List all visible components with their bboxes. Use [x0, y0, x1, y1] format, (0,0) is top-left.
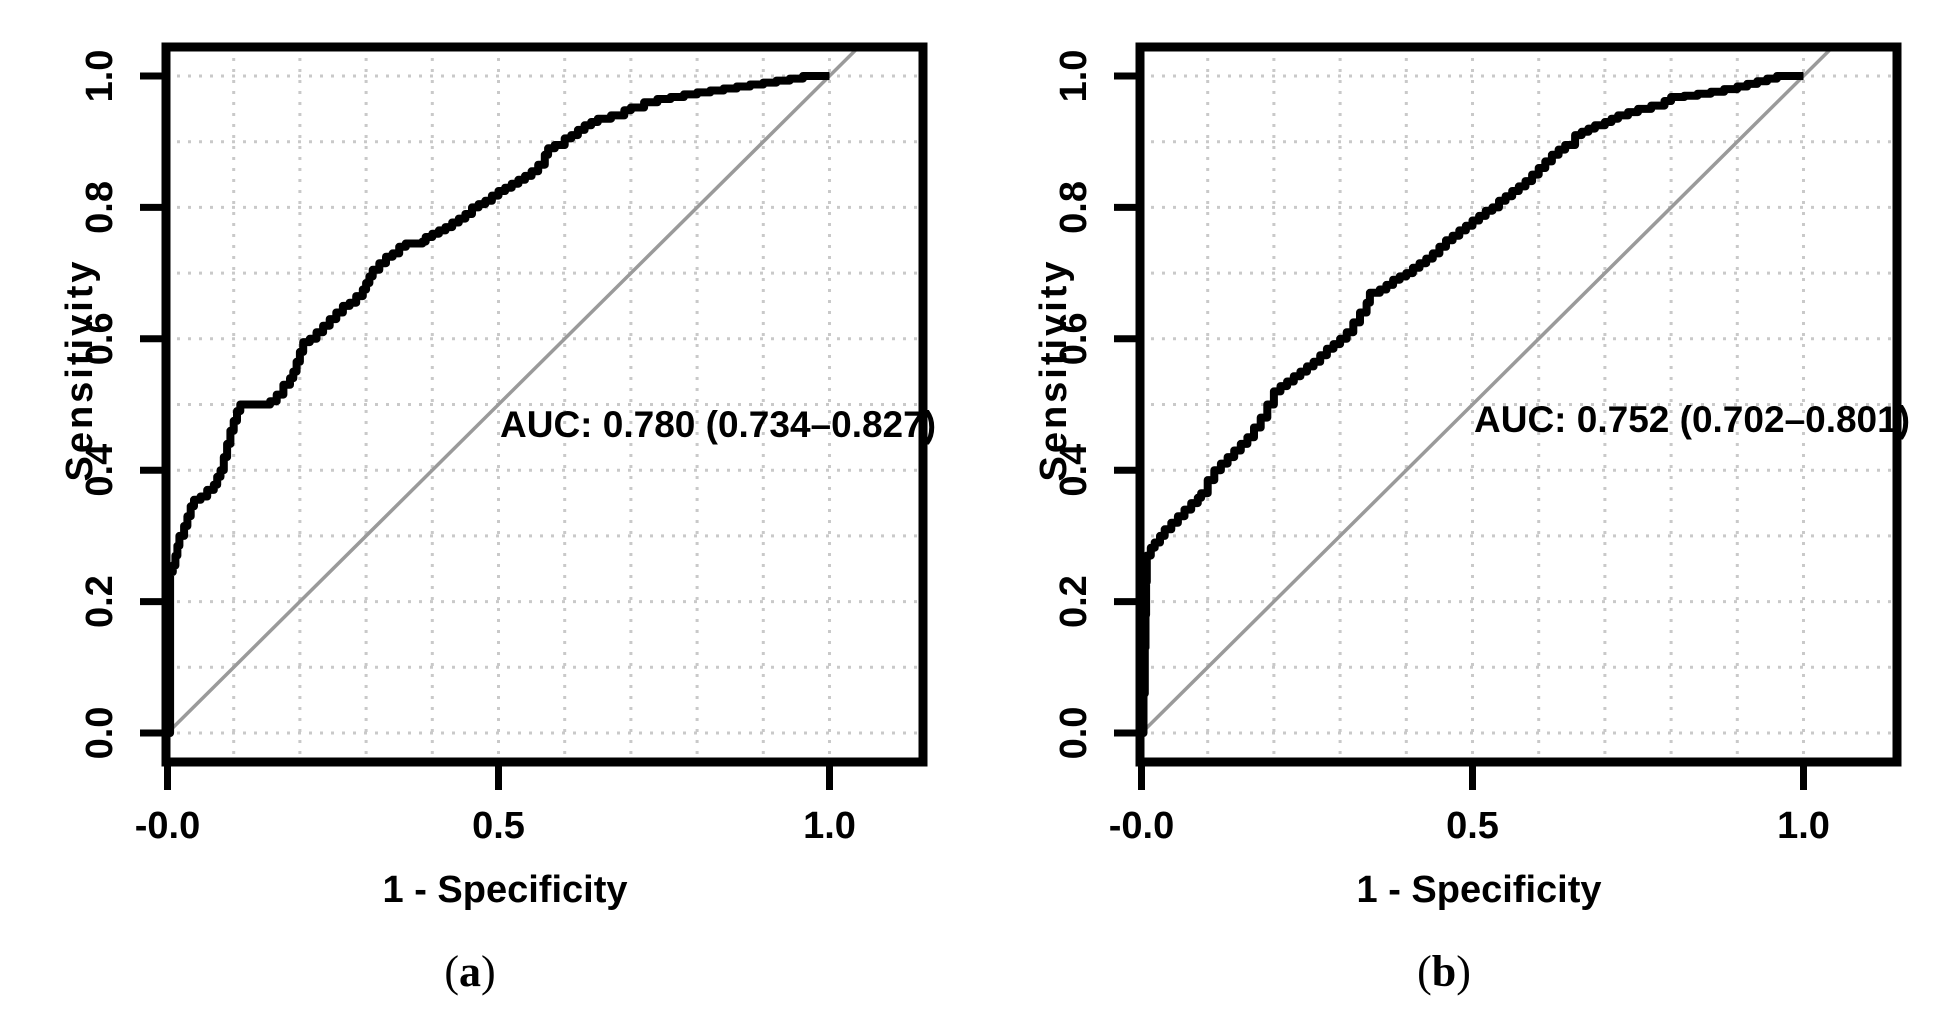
y-tick-label: 1.0 [79, 50, 121, 103]
roc-curve [166, 72, 830, 737]
y-axis-label: Sensitivity [1033, 258, 1075, 481]
x-axis-label: 1 - Specificity [383, 869, 628, 911]
y-axis-label: Sensitivity [59, 258, 101, 481]
panel-letter-paren-open: ( [1417, 947, 1432, 996]
tick-labels: -0.0 0.5 1.0 0.0 0.2 0.4 0.6 0.8 1.0 [1053, 50, 1830, 847]
roc-chart-a: -0.0 0.5 1.0 0.0 0.2 0.4 0.6 0.8 1.0 Sensitivity… [59, 42, 936, 996]
panel-letter-char: a [459, 947, 481, 996]
x-tick-label: 1.0 [803, 805, 856, 847]
x-tick-label: 0.5 [472, 805, 525, 847]
roc-panel-b: -0.0 0.5 1.0 0.0 0.2 0.4 0.6 0.8 1.0 Sensitivity… [974, 0, 1948, 1012]
y-tick-label: 0.4 [79, 444, 121, 497]
tick-labels: -0.0 0.5 1.0 0.0 0.2 0.4 0.6 0.8 1.0 [79, 50, 856, 847]
grid-lines [1140, 47, 1897, 762]
panel-letter-paren-open: ( [444, 947, 459, 996]
plot-box [1135, 42, 1902, 767]
reference-diagonal [1140, 47, 1836, 737]
reference-diagonal [166, 47, 862, 737]
x-tick-label: -0.0 [135, 805, 200, 847]
y-tick-label: 0.4 [1053, 444, 1095, 497]
auc-annotation: AUC: 0.780 (0.734–0.827) [500, 404, 936, 445]
panel-letter: (b) [1417, 947, 1471, 996]
y-tick-label: 0.8 [79, 181, 121, 234]
axis-ticks [140, 72, 833, 790]
axis-ticks [1114, 72, 1807, 790]
auc-annotation: AUC: 0.752 (0.702–0.801) [1474, 399, 1910, 440]
y-tick-label: 0.6 [1053, 312, 1095, 365]
plot-box [161, 42, 928, 767]
roc-panel-a: -0.0 0.5 1.0 0.0 0.2 0.4 0.6 0.8 1.0 Sensitivity… [59, 42, 936, 996]
y-tick-label: 0.8 [1053, 181, 1095, 234]
y-tick-label: 0.0 [1053, 707, 1095, 760]
panel-letter: (a) [444, 947, 495, 996]
y-tick-label: 1.0 [1053, 50, 1095, 103]
y-tick-label: 0.0 [79, 707, 121, 760]
roc-curve [1139, 72, 1804, 737]
roc-chart-b: -0.0 0.5 1.0 0.0 0.2 0.4 0.6 0.8 1.0 Sensitivity… [1033, 42, 1910, 996]
x-tick-label: -0.0 [1109, 805, 1174, 847]
y-tick-label: 0.6 [79, 312, 121, 365]
y-tick-label: 0.2 [1053, 575, 1095, 628]
x-tick-label: 1.0 [1777, 805, 1830, 847]
x-tick-label: 0.5 [1446, 805, 1499, 847]
x-axis-label: 1 - Specificity [1357, 869, 1602, 911]
grid-lines [166, 47, 923, 762]
panel-letter-paren-close: ) [481, 947, 496, 996]
panel-letter-paren-close: ) [1456, 947, 1471, 996]
panel-letter-char: b [1432, 947, 1456, 996]
y-tick-label: 0.2 [79, 575, 121, 628]
